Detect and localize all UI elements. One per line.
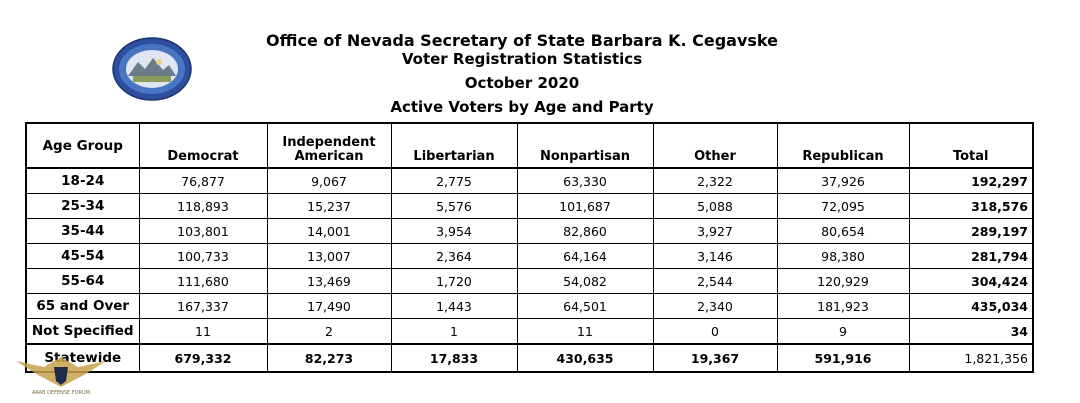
value-cell: 17,490 bbox=[266, 293, 392, 319]
value-cell: 3,954 bbox=[390, 218, 518, 244]
value-cell: 9 bbox=[776, 318, 910, 345]
value-cell: 100,733 bbox=[138, 243, 268, 269]
value-cell: 17,833 bbox=[390, 343, 518, 373]
report-date: October 2020 bbox=[464, 74, 580, 92]
value-cell: 1 bbox=[390, 318, 518, 345]
total-cell: 304,424 bbox=[908, 268, 1034, 294]
value-cell: 13,007 bbox=[266, 243, 392, 269]
value-cell: 2,340 bbox=[652, 293, 778, 319]
value-cell: 64,501 bbox=[516, 293, 654, 319]
col-header-republican: Republican bbox=[776, 122, 910, 169]
value-cell: 80,654 bbox=[776, 218, 910, 244]
forum-watermark: ARAB DEFENSE FORUM bbox=[6, 353, 116, 399]
value-cell: 5,088 bbox=[652, 193, 778, 219]
office-title: Office of Nevada Secretary of State Barb… bbox=[266, 31, 778, 50]
col-header-total: Total bbox=[908, 122, 1034, 169]
value-cell: 14,001 bbox=[266, 218, 392, 244]
table-row: 65 and Over 167,337 17,490 1,443 64,501 2,340… bbox=[25, 293, 1034, 319]
watermark-text: ARAB DEFENSE FORUM bbox=[32, 390, 90, 396]
table-row: Not Specified 11 2 1 11 0 9 34 bbox=[25, 318, 1034, 345]
value-cell: 1,443 bbox=[390, 293, 518, 319]
total-cell: 435,034 bbox=[908, 293, 1034, 319]
value-cell: 98,380 bbox=[776, 243, 910, 269]
value-cell: 54,082 bbox=[516, 268, 654, 294]
value-cell: 3,927 bbox=[652, 218, 778, 244]
value-cell: 591,916 bbox=[776, 343, 910, 373]
age-group-cell: 65 and Over bbox=[25, 293, 140, 319]
value-cell: 82,273 bbox=[266, 343, 392, 373]
value-cell: 2,364 bbox=[390, 243, 518, 269]
total-cell: 318,576 bbox=[908, 193, 1034, 219]
value-cell: 1,720 bbox=[390, 268, 518, 294]
table-row: 35-44 103,801 14,001 3,954 82,860 3,927 80,654… bbox=[25, 218, 1034, 244]
value-cell: 19,367 bbox=[652, 343, 778, 373]
voter-stats-table: Age Group Democrat Independent American … bbox=[25, 122, 1034, 373]
col-header-libertarian: Libertarian bbox=[390, 122, 518, 169]
table-row: 25-34 118,893 15,237 5,576 101,687 5,088 72,09… bbox=[25, 193, 1034, 219]
nevada-state-seal-icon bbox=[111, 36, 193, 102]
value-cell: 2,775 bbox=[390, 167, 518, 194]
total-cell: 1,821,356 bbox=[908, 343, 1034, 373]
age-group-cell: Not Specified bbox=[25, 318, 140, 345]
col-header-american: American bbox=[294, 149, 364, 164]
value-cell: 72,095 bbox=[776, 193, 910, 219]
col-header-nonpartisan: Nonpartisan bbox=[516, 122, 654, 169]
age-group-cell: 35-44 bbox=[25, 218, 140, 244]
value-cell: 181,923 bbox=[776, 293, 910, 319]
value-cell: 64,164 bbox=[516, 243, 654, 269]
total-cell: 281,794 bbox=[908, 243, 1034, 269]
age-group-cell: 55-64 bbox=[25, 268, 140, 294]
total-cell: 192,297 bbox=[908, 167, 1034, 194]
total-cell: 34 bbox=[908, 318, 1034, 345]
age-group-cell: 25-34 bbox=[25, 193, 140, 219]
table-header-row: Age Group Democrat Independent American … bbox=[25, 122, 1034, 169]
col-header-age-group: Age Group bbox=[25, 122, 140, 169]
value-cell: 3,146 bbox=[652, 243, 778, 269]
value-cell: 15,237 bbox=[266, 193, 392, 219]
total-cell: 289,197 bbox=[908, 218, 1034, 244]
table-title: Active Voters by Age and Party bbox=[390, 98, 654, 116]
value-cell: 13,469 bbox=[266, 268, 392, 294]
value-cell: 103,801 bbox=[138, 218, 268, 244]
col-header-independent-american: Independent American bbox=[266, 122, 392, 169]
value-cell: 120,929 bbox=[776, 268, 910, 294]
value-cell: 101,687 bbox=[516, 193, 654, 219]
value-cell: 82,860 bbox=[516, 218, 654, 244]
col-header-independent: Independent bbox=[282, 135, 376, 150]
value-cell: 37,926 bbox=[776, 167, 910, 194]
col-header-other: Other bbox=[652, 122, 778, 169]
value-cell: 118,893 bbox=[138, 193, 268, 219]
value-cell: 63,330 bbox=[516, 167, 654, 194]
value-cell: 11 bbox=[138, 318, 268, 345]
age-group-cell: 45-54 bbox=[25, 243, 140, 269]
value-cell: 2,544 bbox=[652, 268, 778, 294]
table-row: 55-64 111,680 13,469 1,720 54,082 2,544 120,92… bbox=[25, 268, 1034, 294]
table-row: Statewide 679,332 82,273 17,833 430,635 19,36… bbox=[25, 343, 1034, 373]
value-cell: 111,680 bbox=[138, 268, 268, 294]
table-row: 45-54 100,733 13,007 2,364 64,164 3,146 98,380… bbox=[25, 243, 1034, 269]
value-cell: 11 bbox=[516, 318, 654, 345]
report-title: Voter Registration Statistics bbox=[401, 50, 643, 68]
value-cell: 679,332 bbox=[138, 343, 268, 373]
value-cell: 2 bbox=[266, 318, 392, 345]
table-row: 18-24 76,877 9,067 2,775 63,330 2,322 37,926 19… bbox=[25, 167, 1034, 194]
age-group-cell: 18-24 bbox=[25, 167, 140, 194]
col-header-democrat: Democrat bbox=[138, 122, 268, 169]
value-cell: 9,067 bbox=[266, 167, 392, 194]
value-cell: 0 bbox=[652, 318, 778, 345]
value-cell: 167,337 bbox=[138, 293, 268, 319]
value-cell: 76,877 bbox=[138, 167, 268, 194]
value-cell: 5,576 bbox=[390, 193, 518, 219]
value-cell: 2,322 bbox=[652, 167, 778, 194]
value-cell: 430,635 bbox=[516, 343, 654, 373]
